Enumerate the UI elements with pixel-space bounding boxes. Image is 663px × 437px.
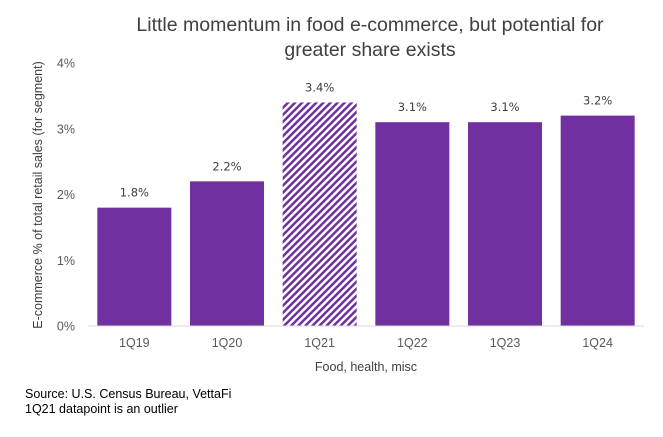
data-label: 3.1% [490,100,519,114]
x-tick-label: 1Q24 [582,336,613,350]
x-tick-label: 1Q19 [119,336,150,350]
y-tick-label: 4% [57,57,75,71]
bar-1Q19 [97,207,172,326]
bar-1Q22 [375,122,450,326]
data-label: 3.1% [398,100,427,114]
bar-1Q24 [560,115,635,326]
chart-title-line-2: greater share exists [284,39,455,61]
data-label: 1.8% [120,186,149,200]
bar-1Q20 [190,181,264,326]
x-tick-label: 1Q20 [212,336,243,350]
data-label: 3.2% [583,94,612,108]
bar-1Q21 [282,102,357,326]
x-axis-label: Food, health, misc [315,360,417,374]
y-tick-label: 2% [57,188,75,202]
bar-1Q23 [468,122,542,326]
data-label: 3.4% [305,80,334,94]
source-note: Source: U.S. Census Bureau, VettaFi [25,387,232,401]
y-tick-label: 3% [57,122,75,136]
outlier-note: 1Q21 datapoint is an outlier [25,402,178,416]
x-tick-label: 1Q23 [490,336,521,350]
y-tick-label: 0% [57,320,75,334]
y-tick-label: 1% [57,254,75,268]
x-tick-label: 1Q22 [397,336,428,350]
x-tick-label: 1Q21 [304,336,335,350]
data-label: 2.2% [212,159,241,173]
chart-title-line-1: Little momentum in food e-commerce, but … [136,14,604,36]
y-axis-label: E-commerce % of total retail sales (for … [31,61,45,328]
